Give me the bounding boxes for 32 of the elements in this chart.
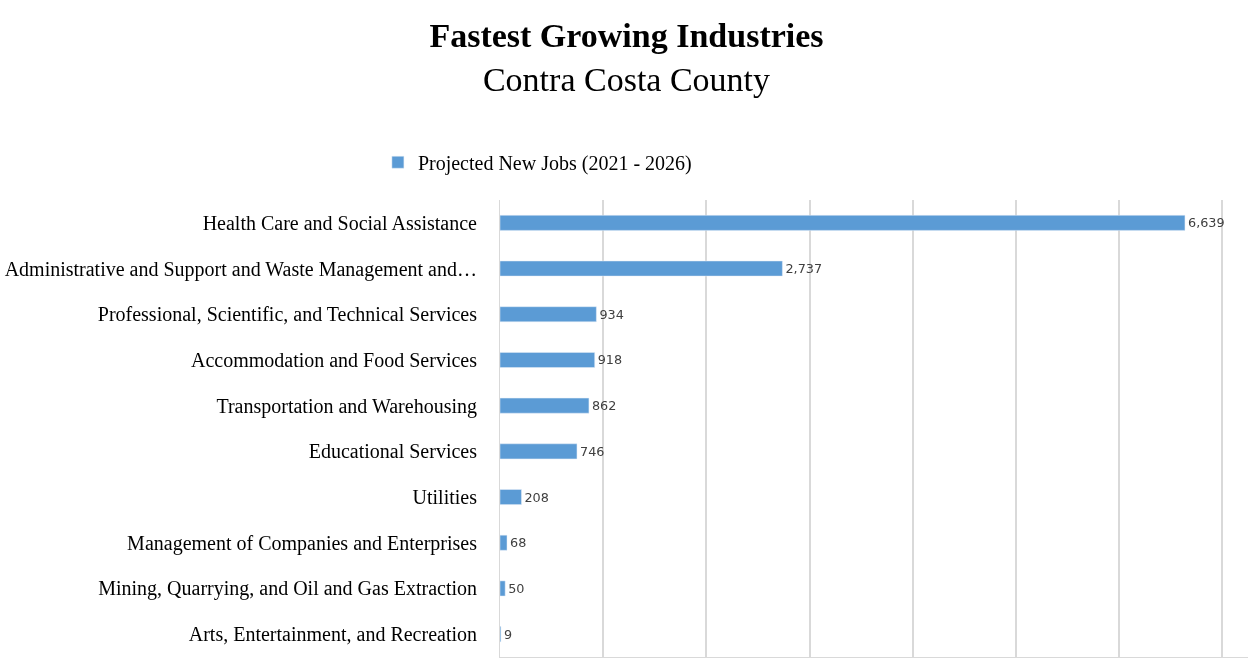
data-label: 208 [524, 489, 549, 505]
y-tick-label: Accommodation and Food Services [190, 348, 478, 371]
data-label: 2,737 [785, 261, 823, 277]
y-tick-label: Management of Companies and Enterprises [127, 531, 478, 555]
y-tick-label: Utilities [412, 486, 478, 509]
y-tick-label: Arts, Entertainment, and Recreation [188, 623, 477, 646]
y-tick-label: Mining, Quarrying, and Oil and Gas Extraction [98, 577, 477, 601]
data-label: 918 [597, 352, 623, 368]
y-tick-label: Health Care and Social Assistance [202, 211, 478, 234]
bar [500, 397, 590, 414]
data-label: 68 [510, 535, 527, 551]
bar [500, 260, 783, 277]
chart-subtitle: Contra Costa County [482, 61, 771, 99]
bar [500, 580, 506, 597]
y-tick-label: Professional, Scientific, and Technical Services [97, 303, 478, 326]
data-label: 862 [591, 398, 617, 414]
bar [500, 306, 597, 323]
data-label: 934 [599, 306, 624, 322]
data-label: 50 [508, 580, 525, 596]
y-tick-label: Educational Services [308, 440, 478, 463]
data-label: 746 [579, 443, 605, 459]
bar [500, 352, 595, 368]
y-tick-label: Administrative and Support and Waste Management and… [4, 257, 477, 281]
bar [500, 489, 522, 505]
bar [500, 443, 578, 460]
bar [500, 215, 1186, 231]
y-tick-label: Transportation and Warehousing [216, 394, 477, 418]
data-label: 6,639 [1187, 215, 1225, 231]
legend-label: Projected New Jobs (2021 - 2026) [417, 152, 692, 176]
bar [500, 534, 508, 551]
data-label: 9 [503, 626, 513, 642]
chart-title: Fastest Growing Industries [429, 17, 824, 55]
